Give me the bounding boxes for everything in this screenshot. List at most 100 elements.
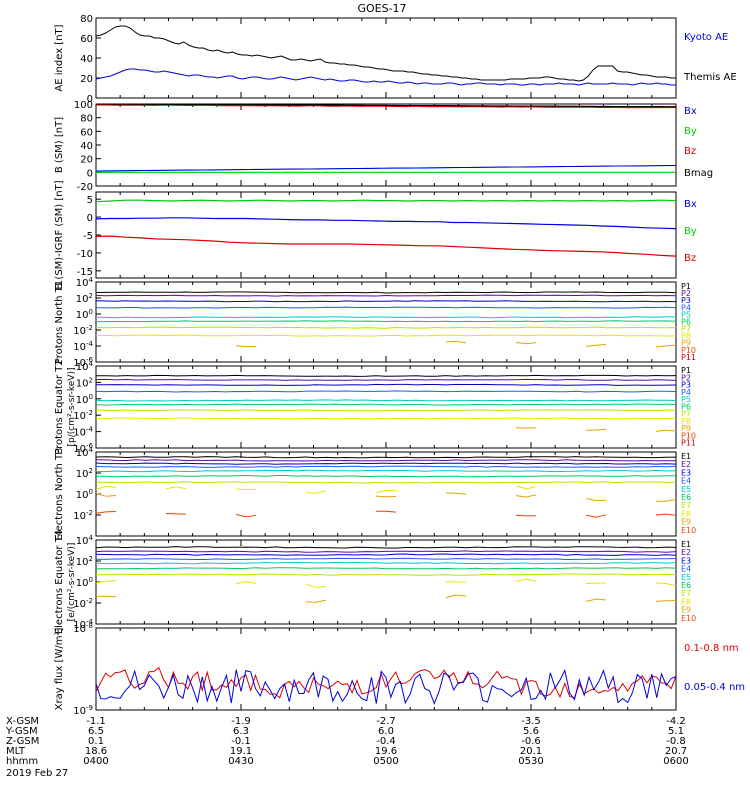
bsmigrf-ytick-label: -10 <box>77 249 93 260</box>
protons-t2-frame <box>95 365 677 449</box>
protons-t1-ytick-exponent: -4 <box>86 340 94 348</box>
ae-ytick-label: 40 <box>80 54 93 65</box>
bsm-bx-line <box>95 164 677 172</box>
orbit-value: -2.7 <box>376 716 396 727</box>
protons-t1-ch9-segment-line <box>515 342 537 345</box>
orbit-label-y-gsm: Y-GSM <box>5 726 38 737</box>
protons-t2-legend-p2: P2 <box>681 373 691 382</box>
protons-t1-ytick-exponent: 0 <box>89 308 93 316</box>
electrons-t3-ytick-exponent: -2 <box>86 509 93 517</box>
electrons-t3-ch7-line <box>95 481 677 484</box>
electrons-t4-ch5-line <box>95 561 677 565</box>
orbit-value: 5.1 <box>668 726 684 737</box>
figure-title: GOES-17 <box>357 2 406 15</box>
protons-t1-ch8-line <box>95 334 677 337</box>
electrons-t4-ch9-segment-line <box>445 594 467 599</box>
orbit-value: 18.6 <box>85 746 107 757</box>
protons-t1-legend-p4: P4 <box>681 303 691 312</box>
electrons-t4-ch9-segment-line <box>655 600 677 602</box>
ae-ylabel: AE index [nT] <box>54 24 65 91</box>
orbit-value: 0430 <box>228 756 253 767</box>
orbit-value: 20.7 <box>665 746 687 757</box>
legend-xray-long: 0.1-0.8 nm <box>684 643 739 654</box>
electrons-t3-ytick-label: 100 <box>76 488 93 501</box>
orbit-value: 19.1 <box>230 746 252 757</box>
bsmigrf-ytick-label: -15 <box>77 267 93 278</box>
orbit-value: -4.2 <box>666 716 686 727</box>
electrons-t4-legend-e9: E9 <box>681 606 691 615</box>
electrons-t3-legend-e6: E6 <box>681 493 691 502</box>
electrons-t3-ch4-line <box>95 465 677 468</box>
protons-t2-ch2-line <box>95 378 677 381</box>
protons-t2-ch9-segment-line <box>585 428 607 431</box>
protons-t2-ytick-label: 10-4 <box>73 426 93 439</box>
electrons-t3-legend-e5: E5 <box>681 485 691 494</box>
orbit-value: -3.5 <box>521 716 541 727</box>
protons-t2-ch8-line <box>95 417 677 420</box>
electrons-t3-ch9-segment-line <box>375 495 397 498</box>
protons-t1-ytick-exponent: 2 <box>89 292 93 300</box>
orbit-value: -0.4 <box>376 736 396 747</box>
protons-t2-legend-p4: P4 <box>681 388 691 397</box>
protons-t2-legend-p10: P10 <box>681 431 696 440</box>
orbit-value: 6.3 <box>233 726 249 737</box>
protons-t2-unit: [p/(cm²-s-sr-keV)] <box>67 368 77 447</box>
legend-bsmigrf-bx: Bx <box>684 199 697 210</box>
ae-ytick-label: 60 <box>80 34 93 45</box>
electrons-t4-ylabel: Electrons Equator T4 <box>54 530 65 634</box>
protons-t2-ytick-exponent: 2 <box>89 376 93 384</box>
ae-ytick-label: 80 <box>80 14 93 25</box>
electrons-t4-legend-e8: E8 <box>681 597 691 606</box>
protons-t2-ch6-line <box>95 403 677 406</box>
electrons-t4-ch8-segment-line <box>655 582 677 587</box>
electrons-t4-ch8-segment-line <box>95 580 117 584</box>
protons-t2-ytick-exponent: 4 <box>89 360 94 368</box>
electrons-t4-ytick-label: 100 <box>76 576 93 589</box>
protons-t2-ch3-line <box>96 383 677 386</box>
electrons-t3-ch8-segment-line <box>95 485 117 490</box>
ae-kyoto-ae-line <box>95 68 676 86</box>
protons-t1-ytick-label: 10-4 <box>73 340 93 353</box>
electrons-t4-frame <box>95 539 677 625</box>
bsmigrf-ytick-label: -5 <box>83 231 93 242</box>
orbit-value: -0.6 <box>521 736 541 747</box>
legend-bsmigrf-by: By <box>684 226 697 237</box>
protons-t2-ytick-exponent: -4 <box>86 426 94 434</box>
protons-t2-ytick-label: 104 <box>76 360 94 373</box>
electrons-t3-legend-e2: E2 <box>681 460 691 469</box>
electrons-t3-ytick-label: 104 <box>76 446 94 459</box>
plot-date: 2019 Feb 27 <box>6 768 68 779</box>
protons-t1-ch9-segment-line <box>235 345 257 348</box>
protons-t2-legend-p5: P5 <box>681 395 691 404</box>
electrons-t3-ch5-line <box>95 469 677 473</box>
electrons-t4-legend-e6: E6 <box>681 581 691 590</box>
orbit-value: -0.1 <box>231 736 251 747</box>
protons-t1-legend-p10: P10 <box>681 346 696 355</box>
protons-t1-ytick-label: 102 <box>76 292 93 305</box>
electrons-t4-ch4-line <box>96 557 677 561</box>
protons-t2-legend-p11: P11 <box>681 439 696 448</box>
electrons-t4-ch9-segment-line <box>305 599 327 603</box>
protons-t1-ytick-label: 104 <box>76 276 94 289</box>
electrons-t3-ch10-segment-line <box>165 513 187 515</box>
legend-themis-ae: Themis AE <box>683 72 737 83</box>
electrons-t4-ytick-exponent: -2 <box>86 597 93 605</box>
protons-t2-ch5-line <box>95 399 677 402</box>
orbit-value: 6.0 <box>378 726 394 737</box>
protons-t1-ch5-line <box>95 316 676 319</box>
xray-ytick-exponent: -9 <box>86 704 93 712</box>
legend-bsmigrf-bz: Bz <box>684 253 696 264</box>
bsm-ytick-label: 60 <box>80 127 93 138</box>
electrons-t4-ch8-segment-line <box>305 583 327 588</box>
electrons-t4-ytick-exponent: -4 <box>86 618 94 626</box>
electrons-t4-ch6-line <box>95 567 677 570</box>
bsmigrf-ytick-label: 5 <box>87 195 93 206</box>
electrons-t3-legend-e9: E9 <box>681 518 691 527</box>
electrons-t3-ytick-exponent: 2 <box>89 467 93 475</box>
orbit-value: 6.5 <box>88 726 104 737</box>
electrons-t4-ch9-segment-line <box>96 595 117 598</box>
protons-t2-ch1-line <box>95 374 677 377</box>
protons-t1-legend-p2: P2 <box>681 289 691 298</box>
electrons-t3-ch9-segment-line <box>585 498 607 502</box>
